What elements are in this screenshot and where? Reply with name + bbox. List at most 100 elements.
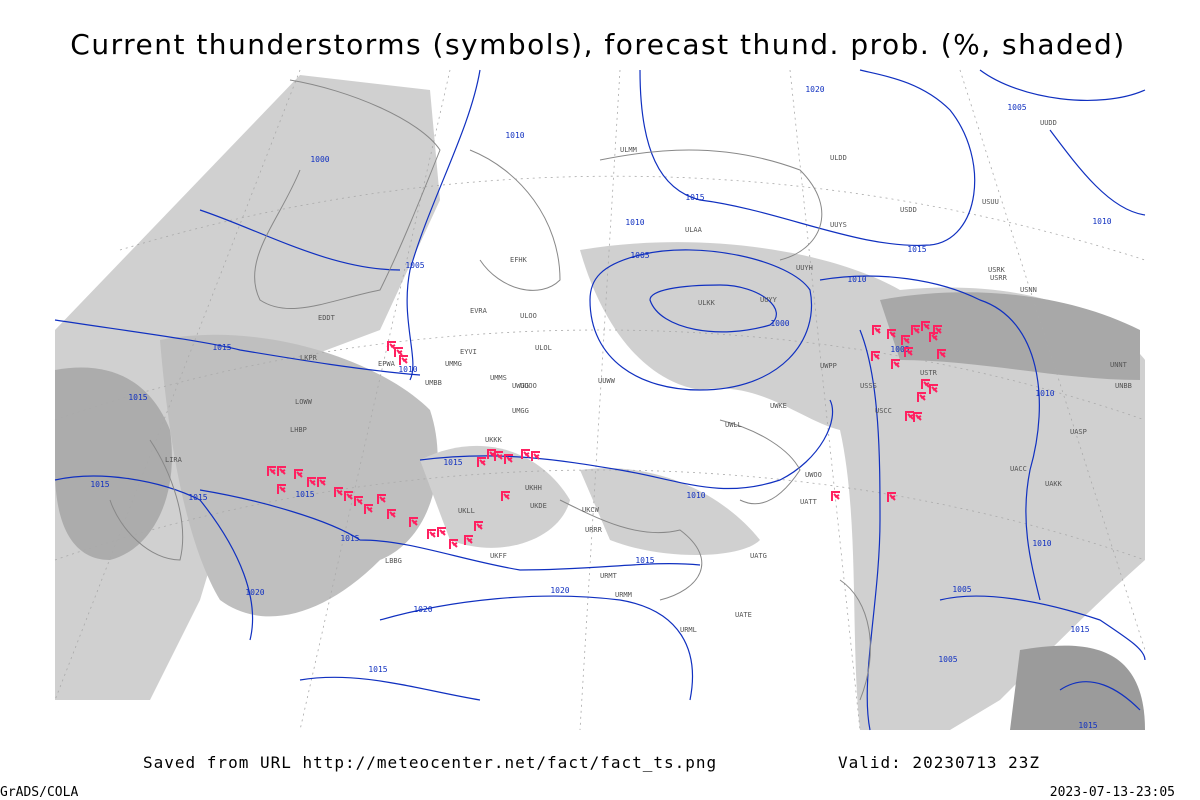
station-label: LHBP — [290, 426, 307, 434]
station-label: UKLL — [458, 507, 475, 515]
station-label: EDDT — [318, 314, 336, 322]
isobar-label: 1010 — [686, 491, 705, 500]
station-label: USUU — [982, 198, 999, 206]
station-label: UWGG — [512, 382, 529, 390]
station-label: USSS — [860, 382, 877, 390]
station-label: LIRA — [165, 456, 183, 464]
isobar-label: 1005 — [630, 251, 649, 260]
station-label: UUOO — [520, 382, 537, 390]
thunderstorm-symbol — [394, 347, 403, 357]
isobar-label: 1015 — [128, 393, 147, 402]
station-label: UUYY — [760, 296, 778, 304]
station-label: ULAA — [685, 226, 703, 234]
thunderstorm-symbol — [267, 466, 276, 476]
thunderstorm-symbol — [464, 535, 473, 545]
isobar-label: 1005 — [938, 655, 957, 664]
thunderstorm-symbol — [399, 355, 408, 365]
isobar-label: 1010 — [1092, 217, 1111, 226]
station-label: UMGG — [512, 407, 529, 415]
station-label: UKDE — [530, 502, 547, 510]
station-label: ULOL — [535, 344, 552, 352]
isobar-label: 1015 — [90, 480, 109, 489]
station-label: UAKK — [1045, 480, 1063, 488]
thunderstorm-symbol — [504, 454, 513, 464]
thunderstorm-symbol — [387, 509, 396, 519]
graticule — [54, 69, 1146, 731]
isobar-label: 1020 — [805, 85, 824, 94]
isobar-label: 1010 — [847, 275, 866, 284]
thunderstorm-symbol — [477, 457, 486, 467]
station-label: UKCW — [582, 506, 600, 514]
station-label: URML — [680, 626, 697, 634]
isobar-label: 1015 — [188, 493, 207, 502]
thunderstorm-symbol — [494, 451, 503, 461]
thunderstorm-symbol — [364, 504, 373, 514]
thunderstorm-symbol — [277, 466, 286, 476]
station-label: UUYH — [796, 264, 813, 272]
software: GrADS/COLA — [0, 785, 78, 800]
station-label: USCC — [875, 407, 892, 415]
station-label: UKHH — [525, 484, 542, 492]
station-label: UWLL — [725, 421, 742, 429]
thunderstorm-symbol — [911, 325, 920, 335]
thunderstorm-symbol — [501, 491, 510, 501]
thunderstorm-symbol — [921, 379, 930, 389]
isobar-label: 1010 — [625, 218, 644, 227]
valid-time: Valid: 20230713 23Z — [838, 753, 1040, 772]
thunderstorm-symbol — [334, 487, 343, 497]
isobar-label: 1005 — [952, 585, 971, 594]
isobars — [54, 69, 1146, 731]
isobar-label: 1000 — [310, 155, 329, 164]
thunderstorm-symbol — [427, 529, 436, 539]
isobar-label: 1005 — [405, 261, 424, 270]
isobar-label: 1020 — [245, 588, 264, 597]
station-label: URMT — [600, 572, 618, 580]
isobar-label: 1010 — [1035, 389, 1054, 398]
thunderstorm-symbol — [917, 392, 926, 402]
station-label: UWKE — [770, 402, 787, 410]
thunderstorm-symbol — [831, 491, 840, 501]
thunderstorm-symbol — [929, 332, 938, 342]
thunderstorm-symbol — [449, 539, 458, 549]
station-label: UUWW — [598, 377, 616, 385]
isobar-label: 1015 — [685, 193, 704, 202]
isobar-label: 1015 — [635, 556, 654, 565]
station-label: ULKK — [698, 299, 716, 307]
station-label: USRK — [988, 266, 1006, 274]
thunderstorm-symbol — [921, 321, 930, 331]
isobar-label: 1015 — [907, 245, 926, 254]
thunderstorm-symbol — [871, 351, 880, 361]
isobar-label: 1010 — [1032, 539, 1051, 548]
thunderstorm-symbol — [929, 384, 938, 394]
station-label: UMMG — [445, 360, 462, 368]
thunderstorm-symbol — [377, 494, 386, 504]
station-label: USDD — [900, 206, 917, 214]
thunderstorm-symbol — [937, 349, 946, 359]
title: Current thunderstorms (symbols), forecas… — [70, 28, 1125, 61]
station-label: UATG — [750, 552, 767, 560]
thunderstorm-symbol — [521, 449, 530, 459]
station-label: UATT — [800, 498, 818, 506]
station-label: USRR — [990, 274, 1008, 282]
station-label: EYVI — [460, 348, 477, 356]
thunderstorm-symbol — [409, 517, 418, 527]
station-label: USNN — [1020, 286, 1037, 294]
isobar-label: 1015 — [340, 534, 359, 543]
station-label: EVRA — [470, 307, 488, 315]
thunderstorm-symbol — [913, 412, 922, 422]
thunderstorm-symbol — [307, 477, 316, 487]
thunderstorm-symbol — [891, 359, 900, 369]
thunderstorm-symbol — [277, 484, 286, 494]
station-label: ULDD — [830, 154, 847, 162]
thunderstorm-symbol — [354, 496, 363, 506]
thunderstorm-symbol — [437, 527, 446, 537]
station-label: LOWW — [295, 398, 313, 406]
thunderstorm-symbol — [887, 492, 896, 502]
station-label: UWOO — [805, 471, 822, 479]
station-label: UMMS — [490, 374, 507, 382]
thunderstorm-symbols — [267, 321, 946, 549]
map: 1000 1010 1005 1015 1010 1015 1015 1015 1015 1015… — [54, 69, 1146, 731]
station-label: UUYS — [830, 221, 847, 229]
station-label: LBBG — [385, 557, 402, 565]
